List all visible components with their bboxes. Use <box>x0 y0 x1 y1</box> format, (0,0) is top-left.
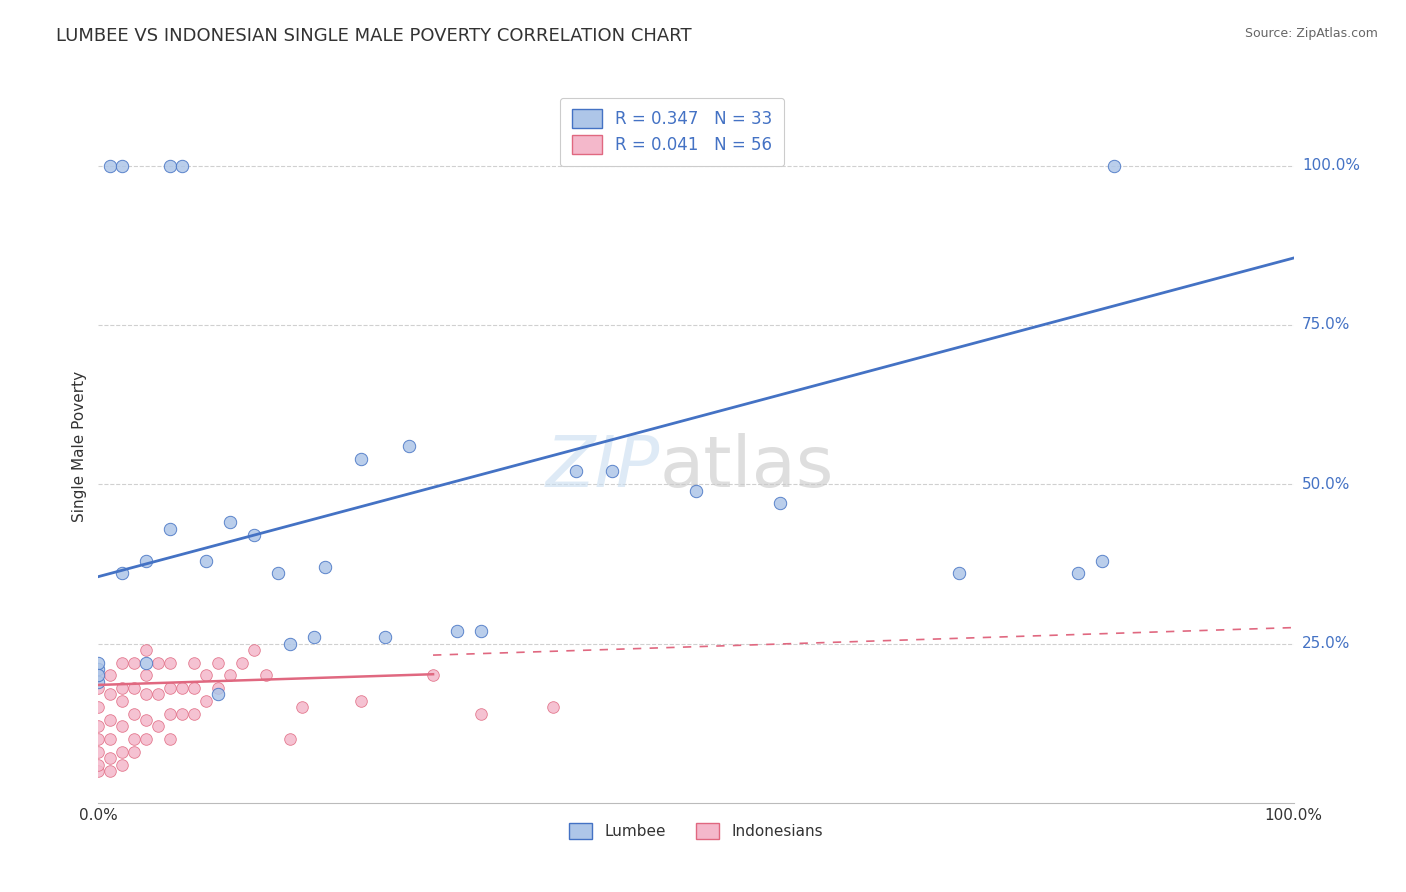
Point <box>87 662 110 676</box>
Point <box>98 688 122 702</box>
Point <box>135 643 157 657</box>
Point <box>374 630 396 644</box>
Text: ZIP: ZIP <box>546 433 661 502</box>
Text: 50.0%: 50.0% <box>1302 476 1350 491</box>
Point <box>768 496 790 510</box>
Point <box>98 751 122 765</box>
Point <box>219 668 242 682</box>
Point <box>172 681 194 695</box>
Text: 100.0%: 100.0% <box>1302 158 1360 173</box>
Point <box>159 706 181 721</box>
Point <box>98 713 122 727</box>
Point <box>302 630 325 644</box>
Point <box>124 745 146 759</box>
Point <box>111 656 134 670</box>
Point <box>422 668 444 682</box>
Point <box>124 656 146 670</box>
Text: 75.0%: 75.0% <box>1302 318 1350 333</box>
Point <box>231 656 253 670</box>
Point <box>195 554 218 568</box>
Point <box>446 624 468 638</box>
Y-axis label: Single Male Poverty: Single Male Poverty <box>72 370 87 522</box>
Point <box>111 694 134 708</box>
Point <box>98 732 122 747</box>
Point <box>148 656 170 670</box>
Point <box>87 719 110 733</box>
Point <box>124 681 146 695</box>
Point <box>159 522 181 536</box>
Point <box>135 554 157 568</box>
Point <box>398 439 420 453</box>
Point <box>159 656 181 670</box>
Point <box>195 694 218 708</box>
Point <box>135 732 157 747</box>
Point <box>87 668 110 682</box>
Point <box>124 732 146 747</box>
Point <box>291 700 314 714</box>
Point <box>135 713 157 727</box>
Point <box>148 719 170 733</box>
Point <box>685 483 707 498</box>
Point <box>243 528 266 542</box>
Point <box>195 668 218 682</box>
Point <box>135 656 157 670</box>
Point <box>87 757 110 772</box>
Point <box>87 732 110 747</box>
Point <box>111 159 134 173</box>
Point <box>1067 566 1090 581</box>
Point <box>159 159 181 173</box>
Point <box>172 159 194 173</box>
Point <box>219 516 242 530</box>
Point <box>183 681 205 695</box>
Point <box>111 681 134 695</box>
Point <box>111 719 134 733</box>
Point <box>207 688 229 702</box>
Point <box>267 566 290 581</box>
Point <box>315 560 337 574</box>
Point <box>565 465 588 479</box>
Point <box>183 706 205 721</box>
Point <box>87 764 110 778</box>
Point <box>87 674 110 689</box>
Point <box>254 668 277 682</box>
Point <box>243 643 266 657</box>
Point <box>278 732 301 747</box>
Point <box>124 706 146 721</box>
Text: Source: ZipAtlas.com: Source: ZipAtlas.com <box>1244 27 1378 40</box>
Point <box>98 668 122 682</box>
Point <box>87 745 110 759</box>
Point <box>98 764 122 778</box>
Point <box>135 668 157 682</box>
Text: 25.0%: 25.0% <box>1302 636 1350 651</box>
Point <box>350 451 373 466</box>
Point <box>183 656 205 670</box>
Legend: Lumbee, Indonesians: Lumbee, Indonesians <box>562 817 830 845</box>
Point <box>111 745 134 759</box>
Point <box>350 694 373 708</box>
Point <box>98 159 122 173</box>
Point <box>172 706 194 721</box>
Point <box>159 681 181 695</box>
Point <box>470 706 492 721</box>
Point <box>1091 554 1114 568</box>
Text: LUMBEE VS INDONESIAN SINGLE MALE POVERTY CORRELATION CHART: LUMBEE VS INDONESIAN SINGLE MALE POVERTY… <box>56 27 692 45</box>
Point <box>207 656 229 670</box>
Point <box>135 688 157 702</box>
Point <box>111 566 134 581</box>
Point <box>87 681 110 695</box>
Point <box>1104 159 1126 173</box>
Point <box>602 465 624 479</box>
Point <box>159 732 181 747</box>
Point <box>207 681 229 695</box>
Point <box>541 700 564 714</box>
Point <box>87 700 110 714</box>
Point <box>87 656 110 670</box>
Text: atlas: atlas <box>661 433 835 502</box>
Point <box>148 688 170 702</box>
Point <box>470 624 492 638</box>
Point <box>948 566 970 581</box>
Point <box>278 636 301 650</box>
Point <box>87 668 110 682</box>
Point <box>111 757 134 772</box>
